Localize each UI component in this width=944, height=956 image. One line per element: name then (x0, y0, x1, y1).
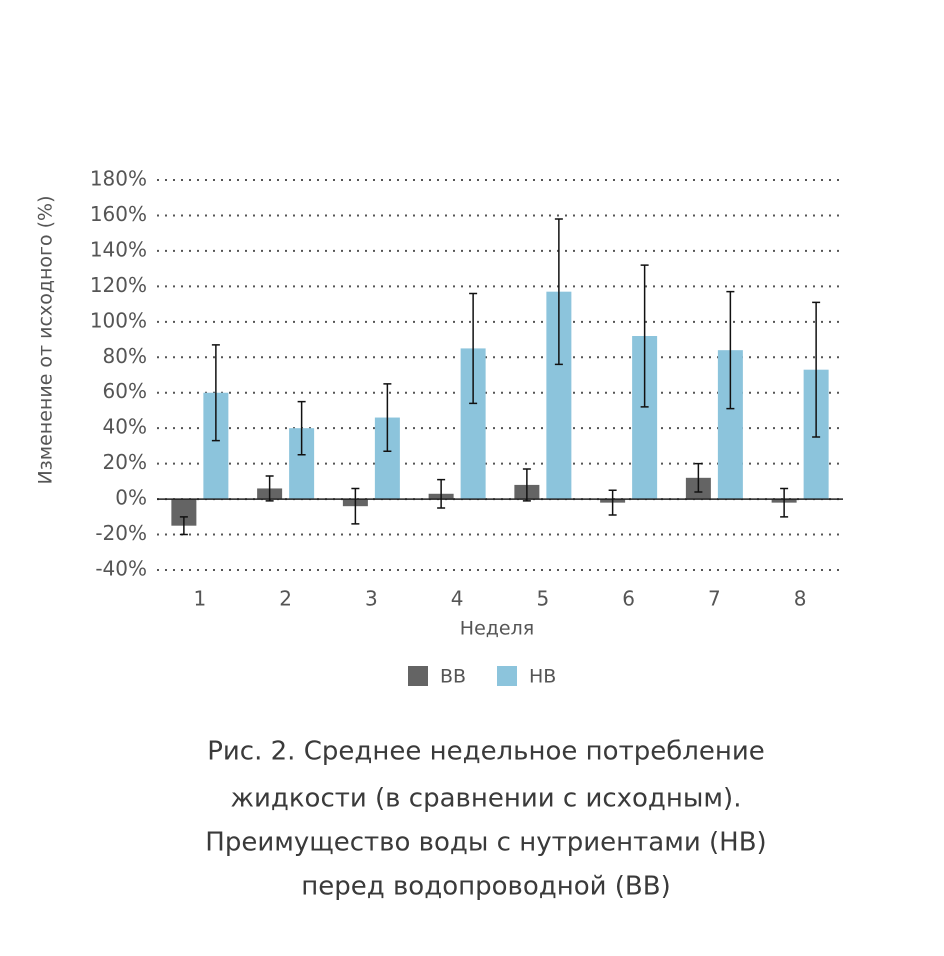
y-tick-label: 0% (115, 486, 147, 510)
x-tick-label: 8 (794, 587, 807, 611)
error-bar (608, 489, 617, 516)
error-bar (640, 264, 649, 408)
caption-line: Рис. 2. Среднее недельное потребление (207, 737, 765, 767)
x-tick-label: 2 (279, 587, 292, 611)
error-bar (297, 400, 306, 456)
error-bar (179, 516, 188, 536)
x-tick-label: 6 (622, 587, 635, 611)
x-tick-label: 1 (194, 587, 207, 611)
error-bar (351, 487, 360, 525)
x-tick-label: 4 (451, 587, 464, 611)
y-tick-label: 140% (90, 237, 147, 261)
error-bar (554, 218, 563, 366)
error-bar (522, 468, 531, 502)
y-tick-label: -40% (95, 557, 147, 581)
legend-swatch (408, 666, 428, 686)
caption-line: перед водопроводной (ВВ) (301, 872, 671, 902)
x-tick-label: 3 (365, 587, 378, 611)
y-tick-label: 80% (103, 344, 147, 368)
x-tick-label: 7 (708, 587, 721, 611)
y-tick-label: 20% (103, 450, 147, 474)
x-axis-title: Неделя (460, 618, 534, 640)
y-tick-label: 40% (103, 415, 147, 439)
error-bar (211, 344, 220, 442)
error-bar (469, 292, 478, 405)
legend-swatch (497, 666, 517, 686)
caption-line: жидкости (в сравнении с исходным). (231, 784, 742, 814)
caption-line: Преимущество воды с нутриентами (НВ) (205, 828, 766, 858)
legend-label: ВВ (440, 666, 466, 688)
y-tick-label: -20% (95, 521, 147, 545)
y-tick-label: 60% (103, 379, 147, 403)
legend-label: НВ (529, 666, 556, 688)
y-axis-title: Изменение от исходного (%) (35, 195, 57, 484)
error-bar (265, 475, 274, 502)
y-tick-label: 100% (90, 308, 147, 332)
error-bar (812, 301, 821, 438)
x-tick-label: 5 (537, 587, 550, 611)
error-bar (694, 462, 703, 493)
y-tick-label: 160% (90, 202, 147, 226)
error-bar (780, 487, 789, 518)
error-bar (437, 478, 446, 509)
error-bar (383, 383, 392, 452)
error-bar (726, 290, 735, 410)
y-tick-label: 120% (90, 273, 147, 297)
y-tick-label: 180% (90, 167, 147, 191)
